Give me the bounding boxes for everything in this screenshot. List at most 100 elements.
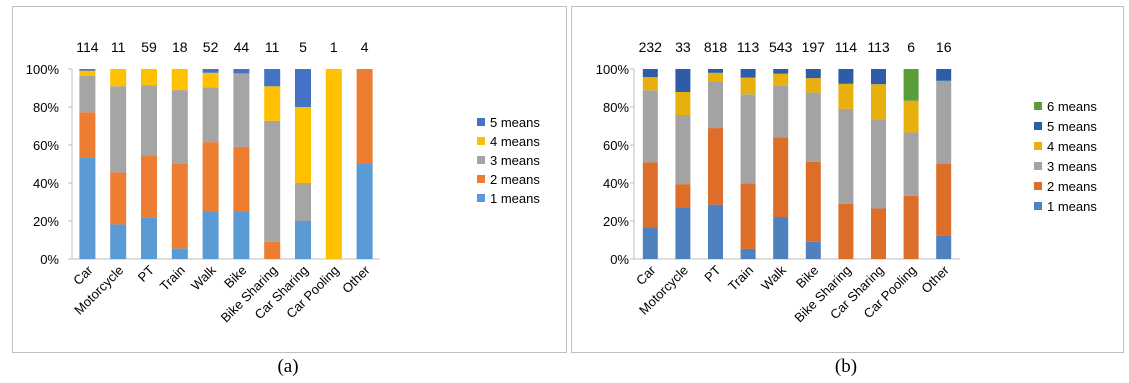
legend-swatch [1034, 142, 1042, 150]
x-tick-label: Walk [758, 262, 789, 293]
bar-segment [233, 69, 250, 74]
y-tick-label: 40% [603, 176, 629, 191]
bar-segment [642, 162, 658, 228]
legend-swatch [1034, 162, 1042, 170]
bar-segment [740, 69, 756, 78]
bar-segment [838, 83, 854, 109]
bar-segment [805, 92, 821, 162]
bar-segment [295, 221, 311, 259]
x-tick-label: Car [633, 262, 659, 288]
legend-label: 3 means [1047, 159, 1097, 174]
bar-segment [773, 85, 789, 138]
bar-segment [708, 204, 723, 259]
legend-item: 1 means [1034, 199, 1097, 214]
bar-segment [202, 72, 219, 88]
bar-segment [264, 241, 281, 259]
bar-segment [871, 119, 886, 209]
bar-segment [740, 94, 756, 184]
legend-label: 4 means [1047, 139, 1097, 154]
legend-swatch [477, 118, 485, 126]
x-tick-label: Train [157, 263, 188, 294]
x-tick-label: Car [70, 262, 96, 288]
bar-segment [141, 217, 157, 259]
bar-segment [675, 91, 691, 115]
total-label: 44 [234, 39, 250, 55]
legend-swatch [1034, 202, 1042, 210]
total-label: 16 [936, 39, 952, 55]
y-tick-label: 60% [603, 138, 629, 153]
bar-segment [740, 77, 756, 95]
bar-segment [708, 72, 723, 82]
bar-segment [838, 69, 854, 84]
caption-b: (b) [834, 356, 858, 377]
bar-segment [141, 85, 157, 157]
bar-segment [202, 87, 219, 143]
legend-label: 6 means [1047, 99, 1097, 114]
legend-item: 2 means [477, 172, 540, 187]
x-tick-label: Bike [793, 263, 821, 291]
y-tick-label: 100% [596, 62, 630, 77]
caption-a: (a) [277, 356, 299, 377]
bar-segment [675, 114, 691, 185]
bar-segment [805, 161, 821, 242]
bar-segment [110, 224, 127, 259]
bar-segment [141, 156, 157, 218]
total-label: 113 [867, 39, 890, 55]
total-label: 114 [835, 39, 858, 55]
legend-item: 3 means [477, 153, 540, 168]
bar-segment [295, 183, 311, 221]
bar-segment [202, 211, 219, 259]
total-label: 197 [802, 39, 826, 55]
legend-item: 2 means [1034, 179, 1097, 194]
legend-swatch [477, 156, 485, 164]
legend-label: 5 means [1047, 119, 1097, 134]
legend-item: 3 means [1034, 159, 1097, 174]
total-label: 52 [203, 39, 219, 55]
total-label: 11 [111, 39, 126, 55]
bar-segment [805, 78, 821, 93]
bar-segment [773, 217, 789, 259]
bar-segment [110, 172, 127, 225]
legend-label: 1 means [490, 191, 540, 206]
bar-segment [642, 90, 658, 163]
bar-segment [773, 137, 789, 218]
bar-segment [675, 207, 691, 259]
bar-segment [264, 86, 281, 121]
bar-segment [233, 146, 250, 212]
x-tick-label: Train [725, 263, 756, 294]
bar-segment [171, 90, 188, 164]
total-label: 818 [704, 39, 728, 55]
legend-item: 4 means [1034, 139, 1097, 154]
bar-segment [79, 69, 96, 71]
legend-swatch [477, 194, 485, 202]
y-tick-label: 20% [603, 214, 629, 229]
total-label: 6 [907, 39, 915, 55]
bar-segment [642, 69, 658, 78]
y-tick-label: 80% [33, 100, 59, 115]
total-label: 114 [76, 39, 99, 55]
y-tick-label: 40% [33, 176, 59, 191]
legend-label: 4 means [490, 134, 540, 149]
total-label: 59 [141, 39, 157, 55]
bar-segment [936, 69, 952, 81]
bar-segment [740, 248, 756, 259]
bar-segment [171, 164, 188, 249]
bar-segment [264, 120, 281, 242]
legend-item: 4 means [477, 134, 540, 149]
y-tick-label: 100% [26, 62, 60, 77]
legend-swatch [1034, 102, 1042, 110]
legend-swatch [1034, 122, 1042, 130]
bar-segment [903, 132, 919, 196]
bar-segment [805, 241, 821, 259]
bar-segment [871, 208, 886, 259]
legend-item: 5 means [1034, 119, 1097, 134]
bar-segment [903, 100, 919, 133]
bar-segment [871, 84, 886, 120]
bar-segment [110, 69, 127, 87]
total-label: 5 [299, 39, 307, 55]
bar-segment [202, 142, 219, 212]
total-label: 113 [737, 39, 760, 55]
bar-segment [675, 69, 691, 92]
bar-segment [110, 86, 127, 173]
